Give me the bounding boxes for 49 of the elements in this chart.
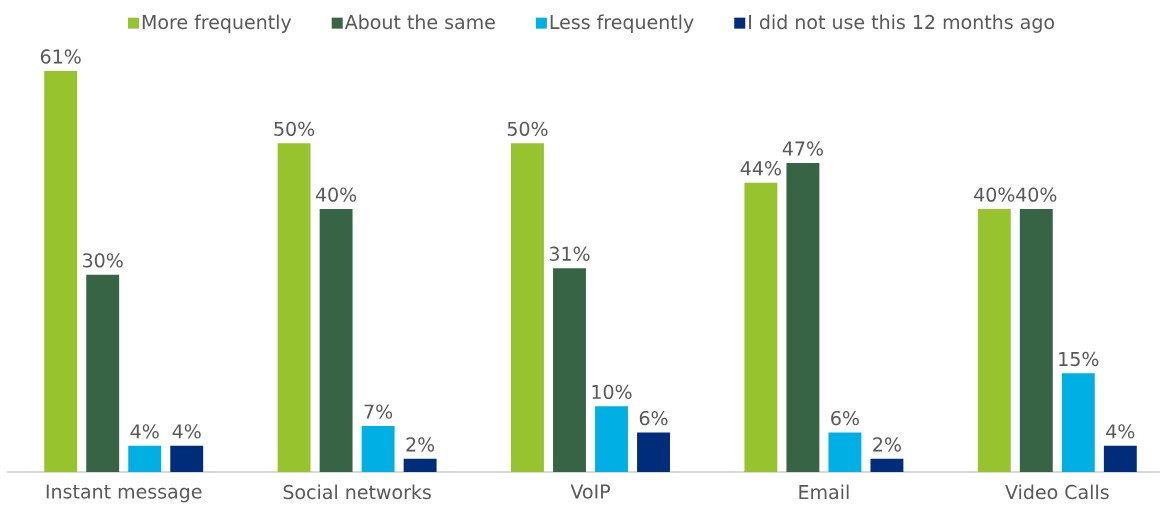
bar <box>786 162 820 472</box>
bar <box>744 182 778 472</box>
bar <box>553 268 586 472</box>
data-label: 6% <box>831 410 859 426</box>
bar <box>511 143 544 472</box>
data-label: 40% <box>315 187 357 202</box>
data-label: 50% <box>274 121 315 137</box>
bar <box>319 208 353 472</box>
data-label: 61% <box>40 49 81 64</box>
bar <box>403 458 437 472</box>
data-label: 47% <box>782 141 823 156</box>
data-label: 2% <box>406 437 435 452</box>
data-label: 31% <box>549 246 590 261</box>
data-label: 15% <box>1059 351 1099 367</box>
bar <box>44 70 78 472</box>
data-label: 4% <box>130 424 159 439</box>
x-tick-label: Social networks <box>283 484 431 500</box>
bar <box>1061 373 1095 472</box>
bar <box>595 406 628 472</box>
bar <box>1103 445 1137 472</box>
bar <box>86 274 120 472</box>
legend-label: Less frequently <box>550 14 694 33</box>
data-label: 50% <box>507 121 548 137</box>
data-label: 10% <box>592 384 632 400</box>
x-tick-label: Email <box>799 484 849 500</box>
data-label: 2% <box>873 437 901 452</box>
data-label: 40% <box>1016 187 1057 202</box>
bar <box>277 143 311 472</box>
data-label: 40% <box>974 187 1015 202</box>
data-label: 30% <box>83 253 123 268</box>
bar <box>870 458 904 472</box>
data-label: 6% <box>639 410 668 426</box>
data-label: 4% <box>1106 424 1135 439</box>
data-label: 44% <box>740 161 781 176</box>
legend-label: About the same <box>344 14 495 30</box>
data-label: 7% <box>364 404 393 419</box>
bar <box>170 445 204 472</box>
bar <box>828 432 862 472</box>
x-tick-label: Instant message <box>46 484 202 503</box>
legend-label: More frequently <box>142 14 292 33</box>
bar <box>1019 208 1053 472</box>
x-tick-label: Video Calls <box>1005 484 1109 500</box>
data-label: 4% <box>172 424 201 439</box>
bar <box>128 445 162 472</box>
x-tick-label: VoIP <box>570 484 610 499</box>
bar <box>977 208 1011 472</box>
bar <box>637 432 670 472</box>
bar <box>361 425 395 472</box>
legend-label: I did not use this 12 months ago <box>749 14 1054 33</box>
